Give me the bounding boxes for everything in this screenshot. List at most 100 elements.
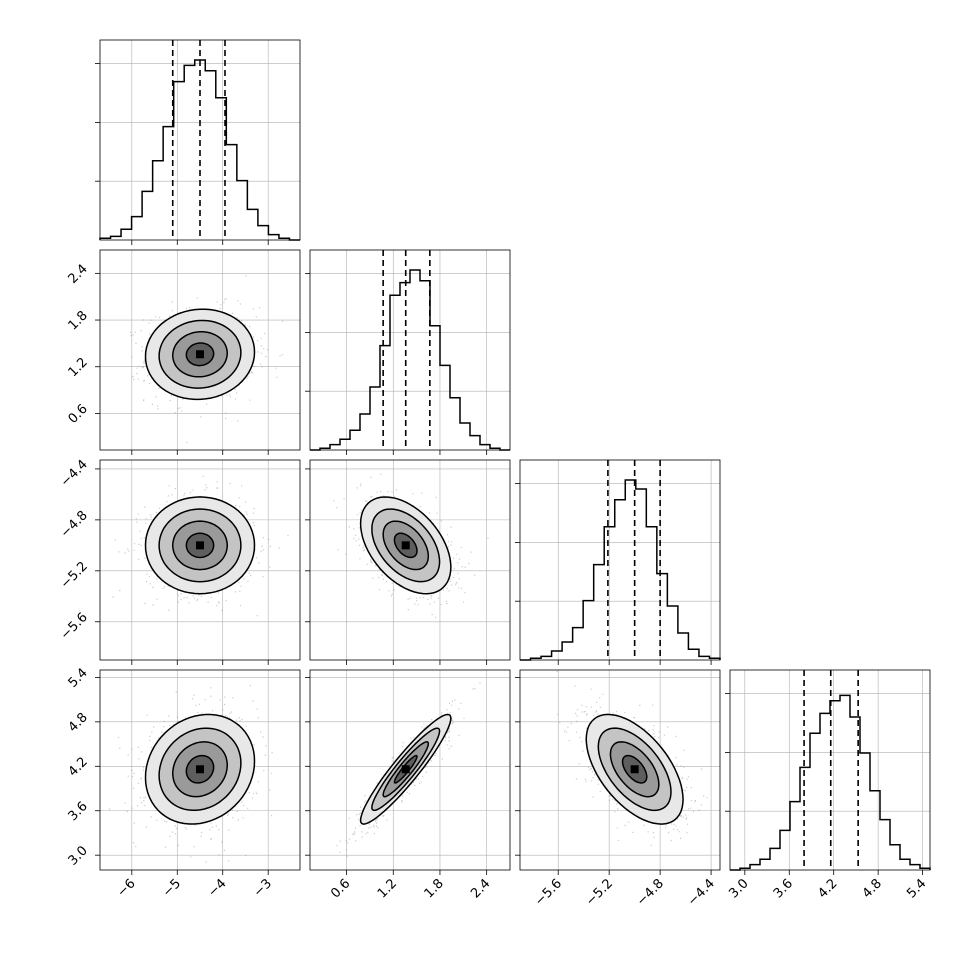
density-content-3-0 [100,670,300,870]
histogram-step-0 [99,59,300,241]
x-tick-label-2-3: −4.4 [685,876,718,909]
histogram-frame-1 [309,249,511,451]
density-frame-3-2 [519,669,721,871]
histogram-frame-0 [99,39,301,241]
y-tick-label-2-0: −5.6 [58,610,91,643]
density-panel-3-2 [519,669,721,871]
pair-yticks-2-1 [305,468,310,623]
x-tick-label-1-3: 2.4 [468,876,493,901]
x-tick-label-2-0: −5.6 [532,876,565,909]
y-tick-label-3-2: 4.2 [66,755,91,780]
histogram-frame-3 [729,669,931,871]
contour-1-0-3 [185,342,215,367]
density-peak-3-0 [196,765,204,774]
contour-2-1-2 [382,520,430,571]
y-tick-label-2-1: −5.2 [58,559,91,592]
contour-3-2-0 [585,713,684,825]
contour-3-2-1 [597,727,672,812]
histogram-step-2 [520,479,721,661]
x-tick-label-1-2: 1.8 [422,876,447,901]
diag-xticks-1 [346,450,488,455]
y-tick-label-1-0: 0.6 [66,402,91,427]
diag-xticks-2 [557,660,712,665]
density-peak-3-2 [630,765,639,774]
density-content-2-1 [310,460,510,660]
x-tick-label-0-1: −5 [160,876,184,900]
scatter-points-2-1 [333,473,489,618]
contour-1-0-2 [171,330,229,378]
contour-2-1-3 [393,532,418,559]
contour-3-0-0 [144,713,256,825]
density-panel-2-1 [309,459,511,661]
y-tick-label-3-0: 3.0 [66,843,91,868]
pair-xticks-2-0 [131,660,269,665]
contour-3-1-0 [359,713,452,825]
pair-xticks-1-0 [131,450,269,455]
contour-2-0-1 [158,508,242,583]
contour-3-1-1 [371,727,441,812]
contour-2-1-1 [371,508,441,583]
x-tick-label-0-2: −4 [205,876,229,900]
contour-3-2-2 [609,741,660,798]
pair-yticks-3-1 [305,677,310,856]
density-frame-1-0 [99,249,301,451]
y-axis-2: −5.6 −5.2 −4.8 −4.4 [58,457,100,643]
x-tick-label-3-2: 4.2 [815,876,840,901]
x-axis-1: 0.6 1.2 1.8 2.4 [328,870,493,901]
x-tick-label-3-3: 4.8 [860,876,885,901]
density-peak-1-0 [196,350,204,359]
contour-2-0-3 [185,532,215,559]
density-peak-2-1 [401,541,410,550]
y-tick-label-1-3: 2.4 [66,262,91,287]
contour-1-0-1 [158,319,242,389]
y-tick-label-2-3: −4.4 [58,457,91,490]
density-frame-3-1 [309,669,511,871]
histogram-panel-1 [305,249,511,451]
histogram-panel-0 [95,39,301,241]
histogram-panel-2 [515,459,721,661]
y-tick-label-3-3: 4.8 [66,710,91,735]
density-frame-2-0 [99,459,301,661]
contour-3-1-2 [382,741,430,798]
density-peak-3-1 [401,765,410,774]
density-panel-1-0 [99,249,301,451]
x-tick-label-2-1: −5.2 [583,876,616,909]
x-axis-0: −6 −5 −4 −3 [114,870,275,900]
y-tick-label-1-2: 1.8 [66,308,91,333]
x-tick-label-3-4: 5.4 [904,876,929,901]
y-tick-label-2-2: −4.8 [58,508,91,541]
density-frame-2-1 [309,459,511,661]
contour-3-2-3 [621,754,648,784]
y-axis-1: 0.6 1.2 1.8 2.4 [66,262,100,427]
contour-3-0-2 [171,741,229,798]
y-axis-3: 3.0 3.6 4.2 4.8 5.4 [66,666,100,869]
contour-2-1-0 [359,496,452,595]
contour-3-0-3 [185,754,215,784]
density-frame-3-0 [99,669,301,871]
pair-xticks-2-1 [346,660,488,665]
x-tick-label-3-1: 3.6 [771,876,796,901]
x-tick-label-0-3: −3 [251,876,275,900]
density-content-1-0 [100,250,300,450]
histogram-step-1 [310,269,510,451]
y-tick-label-3-4: 5.4 [66,666,91,691]
x-tick-label-3-0: 3.0 [726,876,751,901]
density-panel-2-0 [99,459,301,661]
y-tick-label-3-1: 3.6 [66,799,91,824]
x-tick-label-1-0: 0.6 [328,876,353,901]
density-panel-3-1 [309,669,511,871]
contour-2-0-2 [171,520,229,571]
contour-3-1-3 [393,754,418,784]
density-content-3-2 [520,670,720,870]
x-axis-2: −5.6 −5.2 −4.8 −4.4 [532,870,718,909]
contour-2-0-0 [144,496,256,595]
x-tick-label-2-2: −4.8 [634,876,667,909]
density-content-2-0 [100,460,300,660]
contour-3-0-1 [158,727,242,812]
x-tick-label-1-1: 1.2 [375,876,400,901]
pair-yticks-3-2 [515,677,520,856]
contour-1-0-0 [144,308,256,401]
histogram-panel-3 [725,669,931,871]
x-tick-label-0-0: −6 [114,876,138,900]
